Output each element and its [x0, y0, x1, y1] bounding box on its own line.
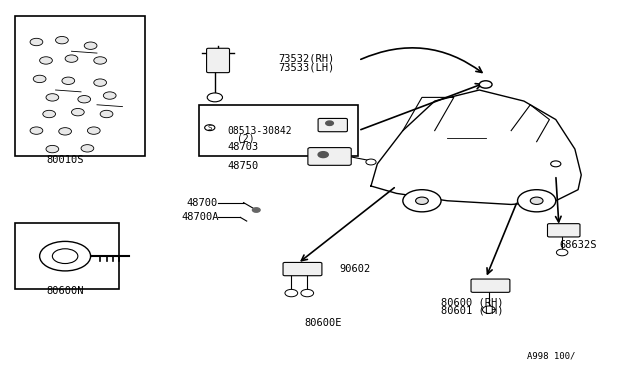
Text: 73532(RH): 73532(RH)	[278, 54, 335, 64]
Circle shape	[46, 94, 59, 101]
Circle shape	[59, 128, 72, 135]
Circle shape	[403, 190, 441, 212]
Circle shape	[40, 241, 91, 271]
Circle shape	[65, 55, 78, 62]
Text: 80601 (LH): 80601 (LH)	[441, 305, 504, 315]
FancyBboxPatch shape	[15, 16, 145, 157]
Circle shape	[205, 125, 215, 131]
FancyBboxPatch shape	[308, 148, 351, 165]
Text: 08513-30842: 08513-30842	[228, 126, 292, 136]
Text: 90602: 90602	[339, 264, 371, 274]
Text: 48703: 48703	[228, 142, 259, 152]
Circle shape	[531, 197, 543, 205]
Text: (2): (2)	[237, 134, 255, 144]
Circle shape	[43, 110, 56, 118]
Circle shape	[479, 81, 492, 88]
Circle shape	[100, 110, 113, 118]
Circle shape	[88, 127, 100, 134]
FancyBboxPatch shape	[283, 262, 322, 276]
Circle shape	[56, 36, 68, 44]
Circle shape	[550, 161, 561, 167]
Text: 48700A: 48700A	[182, 212, 220, 222]
Text: A998 100/: A998 100/	[527, 351, 575, 360]
FancyBboxPatch shape	[318, 118, 348, 132]
Text: 48750: 48750	[228, 161, 259, 171]
Circle shape	[556, 249, 568, 256]
Circle shape	[103, 92, 116, 99]
Circle shape	[518, 190, 556, 212]
Circle shape	[46, 145, 59, 153]
FancyBboxPatch shape	[547, 224, 580, 237]
Text: 80600N: 80600N	[46, 286, 84, 296]
Circle shape	[366, 159, 376, 165]
Circle shape	[94, 57, 106, 64]
FancyBboxPatch shape	[471, 279, 510, 292]
Circle shape	[301, 289, 314, 297]
Circle shape	[52, 249, 78, 263]
Circle shape	[78, 96, 91, 103]
Circle shape	[62, 77, 75, 84]
Circle shape	[483, 306, 495, 313]
FancyBboxPatch shape	[15, 223, 119, 289]
Circle shape	[415, 197, 428, 205]
Circle shape	[33, 75, 46, 83]
Circle shape	[94, 79, 106, 86]
Text: S: S	[207, 125, 212, 131]
Circle shape	[84, 42, 97, 49]
Circle shape	[252, 208, 260, 212]
Circle shape	[318, 152, 328, 158]
Circle shape	[72, 109, 84, 116]
Circle shape	[207, 93, 223, 102]
Text: 48700: 48700	[186, 198, 218, 208]
Circle shape	[81, 145, 94, 152]
Circle shape	[326, 121, 333, 125]
FancyBboxPatch shape	[207, 48, 230, 73]
FancyBboxPatch shape	[199, 105, 358, 157]
Text: 80010S: 80010S	[46, 155, 84, 165]
Text: 80600E: 80600E	[305, 318, 342, 328]
Text: 68632S: 68632S	[559, 240, 596, 250]
Circle shape	[40, 57, 52, 64]
Circle shape	[285, 289, 298, 297]
Text: 73533(LH): 73533(LH)	[278, 63, 335, 73]
Circle shape	[30, 38, 43, 46]
Circle shape	[30, 127, 43, 134]
Text: 80600 (RH): 80600 (RH)	[441, 297, 504, 307]
